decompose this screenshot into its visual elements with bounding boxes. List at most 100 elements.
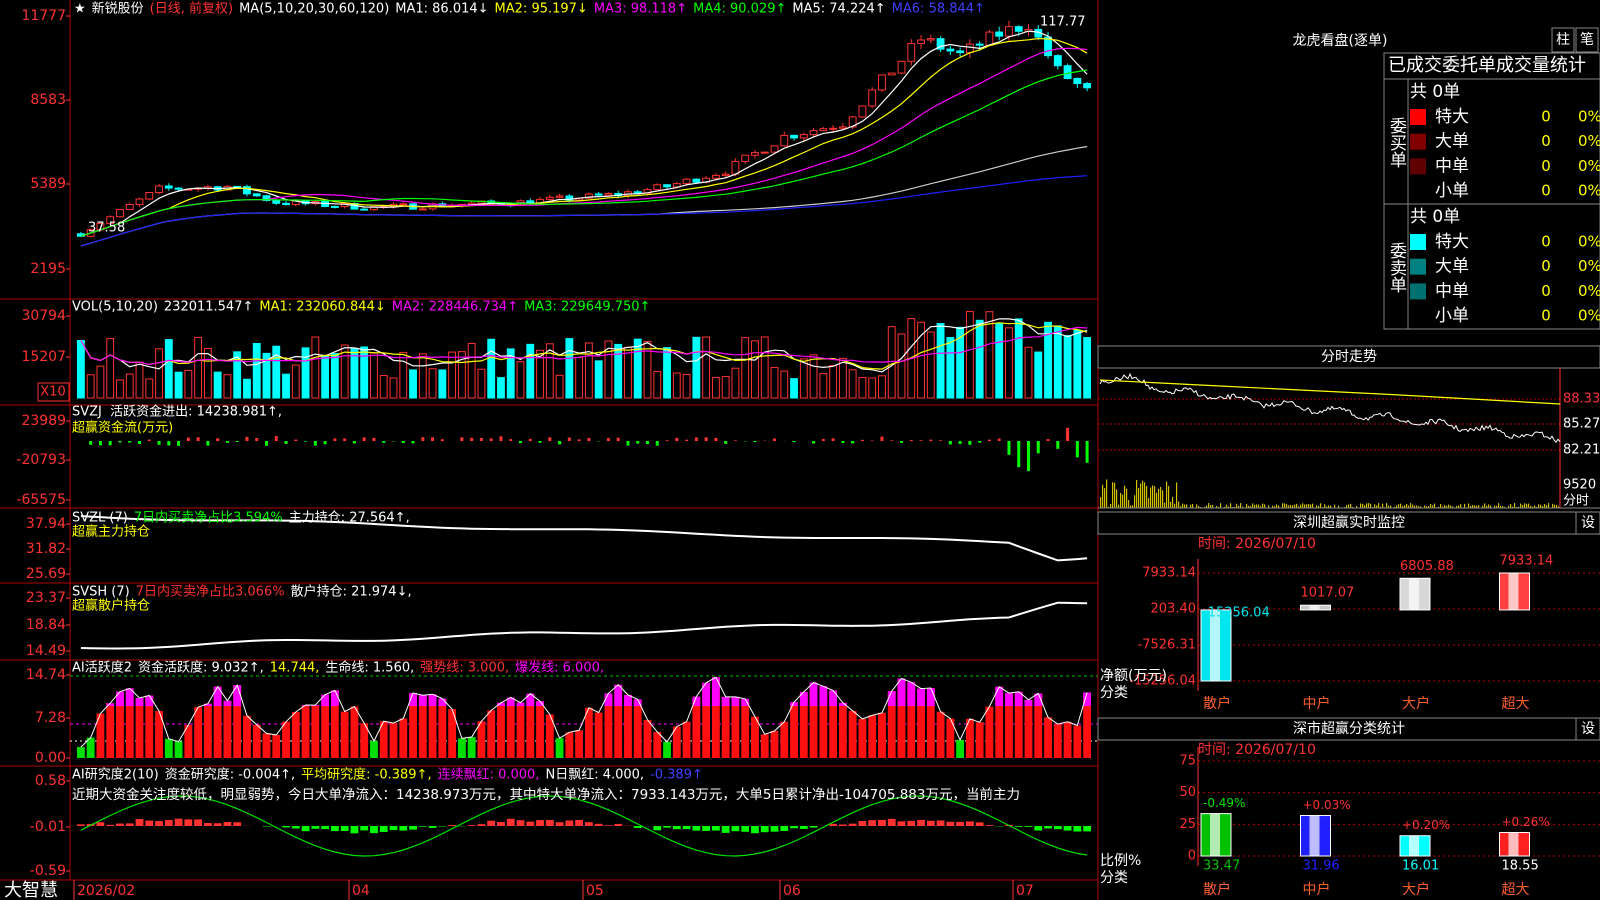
intraday-volume	[1296, 503, 1298, 508]
bar-shine	[1309, 605, 1320, 610]
row-name: 小单	[1435, 181, 1469, 201]
active-bar	[848, 710, 857, 758]
active-bar	[291, 712, 300, 758]
active-bar	[467, 737, 476, 758]
volume-bar	[643, 340, 652, 399]
intraday-volume	[1458, 505, 1460, 508]
active-bar-top	[223, 700, 232, 706]
candle	[418, 208, 427, 211]
active-bar-top	[721, 696, 730, 706]
intraday-volume	[1144, 482, 1146, 508]
flow-bar	[724, 441, 728, 444]
research-bar	[389, 826, 398, 831]
ma-value: MA6: 58.844↑	[892, 2, 985, 17]
holding: 主力持仓: 27.564↑,	[289, 511, 410, 526]
active-bar	[624, 694, 632, 758]
intraday-volume	[1226, 504, 1228, 508]
holding-line	[80, 515, 1088, 562]
candle	[155, 185, 163, 194]
button-label[interactable]: 设	[1581, 721, 1595, 737]
value-label: 18.55	[1502, 859, 1539, 874]
volume-bar	[985, 311, 994, 399]
research-bar	[311, 826, 320, 829]
intraday-volume	[1434, 503, 1436, 508]
intraday-volume	[1220, 503, 1222, 508]
candle	[360, 208, 369, 211]
volume-bar	[184, 369, 193, 399]
intraday-volume	[1324, 504, 1326, 508]
flow-bar	[255, 438, 259, 441]
intraday-volume	[1330, 505, 1332, 508]
flow-bar	[1075, 441, 1079, 458]
volume-bar	[917, 321, 925, 399]
value-label: 6805.88	[1400, 559, 1454, 574]
x-tick-label: 超大	[1502, 696, 1530, 712]
flow-bar	[274, 436, 278, 441]
active-bar-top	[809, 682, 818, 706]
bar-shine	[1210, 813, 1220, 856]
research-bar	[282, 826, 290, 828]
active-bar	[438, 698, 447, 758]
volume-bar	[125, 373, 134, 399]
intraday-volume	[1370, 503, 1372, 508]
axis-label: -0.59	[30, 863, 66, 879]
active-bar-top	[819, 686, 828, 706]
axis-label: 18.84	[26, 617, 66, 633]
candle	[282, 202, 290, 205]
flow-bar	[294, 439, 298, 441]
ma-value: MA1: 86.014↓	[395, 2, 488, 17]
candle	[985, 31, 994, 46]
row-count: 0	[1541, 257, 1551, 275]
active-bar	[477, 721, 486, 758]
intraday-volume	[1532, 506, 1534, 508]
active-bar-top	[741, 698, 750, 706]
button-label[interactable]: 笔	[1580, 32, 1594, 48]
intraday-volume	[1102, 484, 1104, 508]
volume-bar	[575, 356, 584, 399]
axis-label: 30794	[21, 308, 66, 324]
research-bar	[965, 821, 974, 826]
flow-bar	[323, 441, 327, 445]
volume-ma	[80, 326, 1088, 366]
intraday-volume	[1104, 488, 1106, 508]
flow-bar	[538, 441, 542, 443]
active-bar	[565, 732, 574, 758]
date-label: 05	[586, 883, 604, 899]
research-bar	[350, 826, 359, 834]
flow-bar	[235, 441, 239, 442]
button-label[interactable]: 设	[1581, 515, 1595, 531]
intraday-volume	[1442, 506, 1444, 508]
research-bar	[1044, 826, 1052, 829]
value-label: 33.47	[1203, 859, 1240, 874]
active-bar	[604, 693, 613, 758]
value-label: 16.01	[1402, 859, 1439, 874]
button-label[interactable]: 柱	[1556, 32, 1570, 48]
row-count: 0	[1541, 282, 1551, 300]
intraday-volume	[1386, 503, 1388, 508]
candle	[975, 43, 984, 46]
candle	[262, 195, 271, 202]
flow-bar	[987, 439, 991, 441]
volume-bar	[858, 377, 867, 399]
item: 强势线: 3.000,	[420, 660, 509, 676]
active-bar-top	[116, 691, 124, 706]
intraday-volume	[1310, 504, 1312, 508]
volume-bar	[965, 311, 974, 399]
intraday-volume	[1284, 503, 1286, 508]
intraday-volume	[1514, 503, 1516, 508]
candle	[995, 31, 1004, 37]
volume-bar	[487, 338, 496, 399]
item: N日飘红: 4.000,	[545, 767, 644, 783]
row-pct: 0%	[1578, 132, 1600, 150]
research-bar	[672, 826, 681, 830]
section-header	[1097, 717, 1600, 741]
candle	[604, 193, 613, 196]
research-bar	[399, 826, 408, 831]
intraday-volume	[1360, 503, 1362, 508]
candle	[663, 184, 671, 188]
row-name: 中单	[1435, 281, 1469, 301]
research-bar	[897, 821, 906, 826]
active-bar	[311, 705, 320, 758]
intraday-volume	[1410, 503, 1412, 508]
flow-bar	[880, 436, 884, 441]
